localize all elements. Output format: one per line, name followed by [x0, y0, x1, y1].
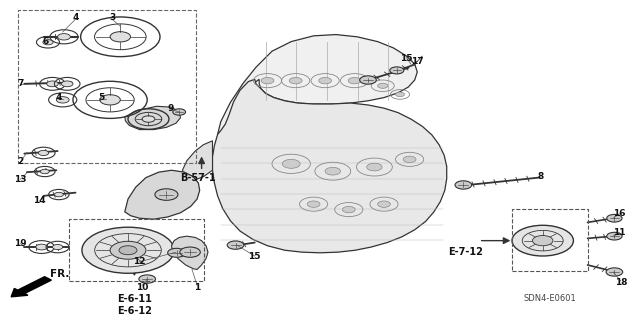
Circle shape	[61, 81, 73, 87]
Polygon shape	[218, 35, 417, 134]
Text: E-6-11: E-6-11	[117, 294, 152, 304]
Circle shape	[36, 244, 47, 250]
Text: 3: 3	[109, 13, 115, 22]
Circle shape	[56, 97, 69, 103]
Text: 6: 6	[43, 37, 49, 46]
Text: B-57-1: B-57-1	[180, 173, 216, 183]
Text: 1: 1	[194, 283, 200, 292]
Circle shape	[227, 241, 244, 249]
Text: E-7-12: E-7-12	[449, 247, 483, 257]
Circle shape	[367, 163, 382, 171]
Text: 15: 15	[248, 252, 261, 261]
Circle shape	[319, 77, 332, 84]
Circle shape	[390, 67, 404, 74]
Text: 5: 5	[98, 93, 104, 102]
Circle shape	[119, 246, 137, 255]
Circle shape	[142, 116, 155, 122]
Circle shape	[139, 275, 156, 283]
Text: SDN4-E0601: SDN4-E0601	[524, 294, 576, 303]
Bar	[18, 10, 196, 163]
Bar	[69, 219, 204, 281]
Circle shape	[360, 76, 376, 84]
Circle shape	[58, 34, 70, 40]
Circle shape	[100, 95, 120, 105]
Circle shape	[532, 236, 553, 246]
Circle shape	[348, 77, 361, 84]
Polygon shape	[182, 141, 212, 180]
Text: 19: 19	[14, 239, 27, 248]
Circle shape	[403, 156, 416, 163]
Circle shape	[47, 81, 58, 87]
Circle shape	[40, 169, 49, 174]
Circle shape	[607, 214, 622, 222]
Circle shape	[396, 92, 404, 97]
Circle shape	[155, 189, 178, 200]
Text: 4: 4	[56, 93, 62, 102]
Circle shape	[606, 268, 623, 276]
Circle shape	[378, 201, 390, 207]
Circle shape	[43, 40, 53, 45]
Circle shape	[173, 109, 186, 115]
Text: 7: 7	[17, 79, 24, 88]
Text: 12: 12	[133, 257, 146, 266]
Polygon shape	[172, 236, 208, 269]
FancyArrow shape	[11, 277, 51, 297]
Polygon shape	[125, 106, 180, 130]
Circle shape	[282, 159, 300, 168]
Circle shape	[110, 241, 146, 259]
Circle shape	[168, 248, 186, 257]
Text: FR.: FR.	[50, 269, 69, 279]
Circle shape	[325, 167, 340, 175]
Circle shape	[455, 181, 472, 189]
Circle shape	[607, 232, 622, 240]
Circle shape	[378, 83, 388, 88]
Circle shape	[307, 201, 320, 207]
Circle shape	[180, 247, 200, 257]
Polygon shape	[125, 170, 200, 219]
Bar	[512, 209, 588, 271]
Text: 11: 11	[613, 228, 626, 237]
Circle shape	[342, 206, 355, 213]
Text: 10: 10	[136, 283, 148, 292]
Circle shape	[512, 225, 573, 256]
Text: E-6-12: E-6-12	[117, 306, 152, 316]
Text: 9: 9	[168, 104, 174, 113]
Text: 17: 17	[411, 57, 424, 66]
Circle shape	[289, 77, 302, 84]
Text: 14: 14	[33, 196, 46, 205]
Circle shape	[110, 32, 131, 42]
Text: 15: 15	[400, 54, 413, 63]
Text: 16: 16	[613, 209, 626, 218]
Circle shape	[82, 227, 174, 273]
Circle shape	[52, 244, 63, 250]
Text: 4: 4	[72, 13, 79, 22]
Circle shape	[38, 150, 49, 156]
Text: 8: 8	[538, 172, 544, 181]
Circle shape	[54, 192, 63, 197]
Text: 2: 2	[17, 157, 24, 166]
Text: 13: 13	[14, 175, 27, 184]
Polygon shape	[212, 79, 447, 253]
Text: 18: 18	[614, 278, 627, 287]
Circle shape	[261, 77, 274, 84]
